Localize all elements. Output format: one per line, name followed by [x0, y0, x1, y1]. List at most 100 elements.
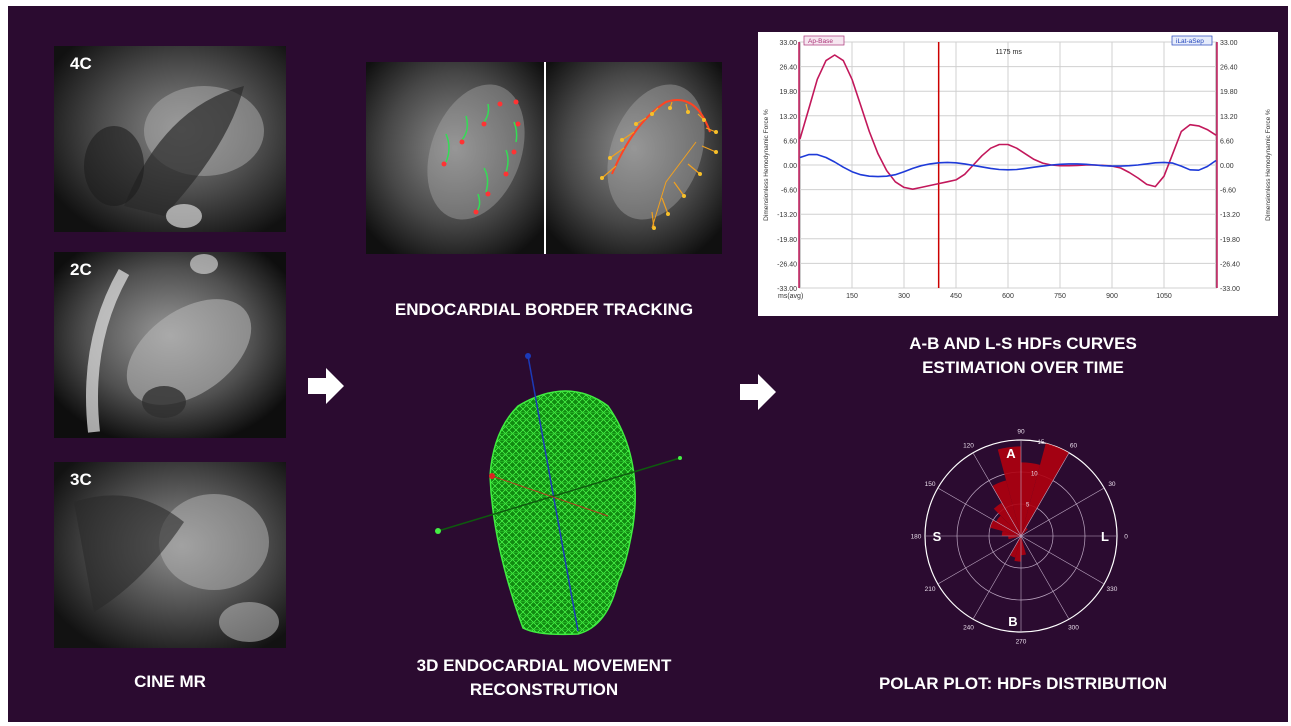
polar-angle-label: 150	[925, 481, 936, 488]
polar-spoke	[1020, 487, 1105, 537]
polar-angle-label: 330	[1107, 586, 1118, 593]
legend-box-right	[1171, 35, 1213, 46]
polar-angle-label: 210	[925, 586, 936, 593]
hdf-curves-chart: 33.00 33.00 26.40 26.40 19.80 19.80 13.20 13.20…	[758, 32, 1278, 316]
y-tick-label-left: 26.40	[779, 65, 797, 72]
x-tick-label: 300	[898, 293, 910, 300]
legend-box-left	[803, 35, 845, 46]
polar-bin	[1001, 531, 1021, 536]
view-label-2c: 2C	[70, 260, 92, 279]
y-tick-label-right: 19.80	[1220, 89, 1238, 96]
cine-4c-image: 4C	[54, 46, 286, 232]
y-tick-label-left: -26.40	[777, 261, 797, 268]
y-tick-label-left: 6.60	[783, 138, 797, 145]
caption-curves-line2: ESTIMATION OVER TIME	[922, 358, 1124, 377]
marker-es: ES	[934, 302, 952, 317]
y-tick-label-right: -33.00	[1220, 286, 1240, 293]
x-axis-label: ms(avg)	[778, 293, 803, 300]
y-tick-label-left: 19.80	[779, 89, 797, 96]
cine-3c-image: 3C	[54, 462, 286, 648]
hdf-curves-svg: 33.00 33.00 26.40 26.40 19.80 19.80 13.20 13.20…	[763, 35, 1272, 300]
view-label-3c: 3C	[70, 470, 92, 489]
polar-bin	[1008, 536, 1021, 540]
caption-reconstruction-line2: RECONSTRUTION	[469, 680, 619, 699]
y-tick-label-right: -19.80	[1220, 237, 1240, 244]
y-tick-label-right: 33.00	[1220, 40, 1238, 47]
border-tracking-image	[366, 62, 722, 254]
marker-ed: ED	[800, 300, 819, 315]
polar-bin	[996, 515, 1021, 536]
view-label-4c: 4C	[70, 54, 92, 73]
polar-radial-label: 15	[1038, 440, 1045, 446]
cardinal-label-right: L	[1101, 529, 1109, 544]
figure-canvas: 4C 2C 3C	[8, 6, 1288, 722]
reconstruction-image	[418, 346, 688, 646]
polar-angle-label: 90	[1017, 429, 1025, 436]
polar-radial-label: 5	[1026, 503, 1030, 509]
right-arrow-icon	[740, 374, 776, 410]
legend-right: iLat-aSep	[1176, 38, 1204, 45]
y-tick-label-left: -19.80	[777, 237, 797, 244]
polar-angle-label: 240	[963, 624, 974, 631]
mri-2c-graphic	[54, 252, 286, 438]
y-tick-label-right: -26.40	[1220, 261, 1240, 268]
polar-angle-label: 120	[963, 443, 974, 450]
polar-plot-svg: 0 30 60 90 120 150 180 210 240 270 300 330 15 10 5 A B S L	[911, 429, 1129, 646]
time-readout: 1175 ms	[995, 49, 1022, 56]
caption-reconstruction: 3D ENDOCARDIAL MOVEMENT RECONSTRUTION	[366, 654, 722, 702]
cine-2c-image: 2C	[54, 252, 286, 438]
polar-spoke	[972, 535, 1022, 620]
x-tick-label: 600	[1002, 293, 1014, 300]
mri-3c-graphic	[54, 462, 286, 648]
x-tick-label: 150	[846, 293, 858, 300]
y-tick-label-left: -33.00	[777, 286, 797, 293]
y-axis-label-right: Dimensionless Hemodynamic Force %	[1265, 109, 1272, 221]
caption-curves: A-B AND L-S HDFs CURVES ESTIMATION OVER …	[828, 332, 1218, 380]
polar-bin	[993, 502, 1021, 536]
tracking-graphic	[366, 62, 722, 254]
polar-angle-label: 30	[1108, 481, 1116, 488]
polar-angle-label: 60	[1070, 443, 1078, 450]
y-tick-label-left: 13.20	[779, 114, 797, 121]
polar-spoke	[1020, 535, 1070, 620]
y-tick-label-left: -6.60	[781, 188, 797, 195]
x-tick-label: 1050	[1156, 293, 1172, 300]
cardinal-label-top: A	[1006, 446, 1016, 461]
legend-left: Ap-Base	[808, 38, 833, 45]
polar-spoke	[1020, 452, 1070, 537]
polar-plot: 0 30 60 90 120 150 180 210 240 270 300 330 15 10 5 A B S L	[898, 416, 1144, 656]
caption-curves-line1: A-B AND L-S HDFs CURVES	[909, 334, 1137, 353]
polar-angle-label: 0	[1124, 534, 1128, 541]
polar-bin	[1021, 527, 1028, 536]
series-line-ilat-asep	[799, 153, 1217, 178]
mesh-graphic	[435, 353, 682, 636]
polar-angle-label: 300	[1068, 624, 1079, 631]
y-tick-label-right: 0.00	[1220, 163, 1234, 170]
right-arrow-icon	[308, 368, 344, 404]
y-tick-label-right: 13.20	[1220, 114, 1238, 121]
caption-reconstruction-line1: 3D ENDOCARDIAL MOVEMENT	[416, 656, 672, 675]
polar-angle-label: 270	[1016, 639, 1027, 646]
polar-bin	[997, 446, 1021, 536]
polar-bin	[990, 520, 1021, 536]
caption-cine-mr: CINE MR	[134, 672, 206, 691]
polar-spoke	[1020, 535, 1105, 585]
y-tick-label-right: 6.60	[1220, 138, 1234, 145]
caption-border-tracking: ENDOCARDIAL BORDER TRACKING	[394, 300, 694, 319]
x-tick-label: 750	[1054, 293, 1066, 300]
cardinal-label-left: S	[933, 529, 942, 544]
polar-bin	[1021, 536, 1026, 556]
x-tick-label: 450	[950, 293, 962, 300]
x-tick-label: 900	[1106, 293, 1118, 300]
y-tick-label-left: 0.00	[783, 163, 797, 170]
polar-radial-label: 10	[1031, 471, 1038, 477]
y-tick-label-left: 33.00	[779, 40, 797, 47]
polar-bin	[1014, 536, 1021, 562]
polar-bin	[1021, 462, 1040, 536]
cardinal-label-bottom: B	[1008, 614, 1017, 629]
y-tick-label-left: -13.20	[777, 212, 797, 219]
polar-bin	[1021, 443, 1069, 536]
mri-4c-graphic	[54, 46, 286, 232]
y-tick-label-right: -13.20	[1220, 212, 1240, 219]
y-tick-label-right: -6.60	[1220, 188, 1236, 195]
